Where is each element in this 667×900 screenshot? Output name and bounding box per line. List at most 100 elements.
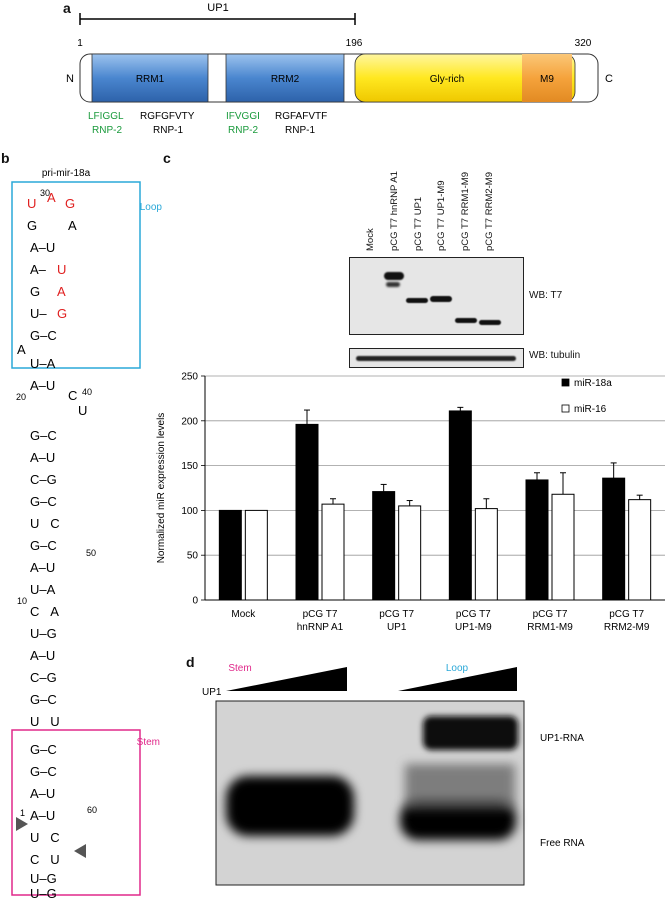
lane-label-2: pCG T7 hnRNP A1 <box>389 171 400 251</box>
svg-text:A–U: A–U <box>30 786 55 801</box>
svg-text:G: G <box>30 284 40 299</box>
bar-miR-18a-1 <box>218 509 242 601</box>
stem-titration-wedge <box>226 667 347 691</box>
expression-bar-chart: 0 50 100 150 200 250 Normalized miR expression… <box>156 372 665 633</box>
ytick-label-200: 200 <box>181 416 198 427</box>
category-label-6-2: RRM2-M9 <box>604 622 650 633</box>
category-label-5-2: RRM1-M9 <box>527 622 573 633</box>
bar-miR-16-5 <box>551 493 575 601</box>
svg-text:G–C: G–C <box>30 742 57 757</box>
svg-text:A: A <box>57 284 66 299</box>
band-hnrnpa1 <box>384 272 404 280</box>
up1-span-label: UP1 <box>207 2 228 14</box>
lane-label-3: pCG T7 UP1 <box>413 196 424 251</box>
emsa-gel: Stem Loop UP1 UP1-RNA Free RNA <box>202 663 585 886</box>
panel-a-letter: a <box>63 0 71 16</box>
wb-t7-blot <box>349 257 524 335</box>
band-rrm2-m9 <box>479 320 501 325</box>
ytick-label-0: 0 <box>192 596 198 607</box>
free-rna-label: Free RNA <box>540 838 585 849</box>
svg-text:G–C: G–C <box>30 692 57 707</box>
svg-text:U U: U U <box>30 714 60 729</box>
pos-30: 30 <box>40 188 50 198</box>
bar-miR-18a-6 <box>602 477 626 601</box>
pos-60: 60 <box>87 805 97 815</box>
legend-swatch-miR-16 <box>561 404 570 413</box>
bar-miR-18a-2 <box>295 423 319 601</box>
emsa-loop-label: Loop <box>446 663 469 674</box>
rrm1-domain <box>91 53 209 103</box>
ytick-label-50: 50 <box>187 551 199 562</box>
cleavage-arrow-3p <box>74 844 86 858</box>
loop-titration-wedge <box>398 667 517 691</box>
rrm2-domain <box>225 53 345 103</box>
category-label-3-1: pCG T7 <box>379 609 414 620</box>
gly-rich-label: Gly-rich <box>430 74 464 85</box>
lane-label-4: pCG T7 UP1-M9 <box>436 180 447 251</box>
m9-label: M9 <box>540 74 554 85</box>
panel-d-letter: d <box>186 654 195 670</box>
svg-text:A: A <box>68 218 77 233</box>
cleavage-arrow-5p <box>16 817 28 831</box>
loop-box <box>11 181 141 369</box>
ytick-label-250: 250 <box>181 372 198 383</box>
m9-domain <box>522 54 572 102</box>
svg-text:A: A <box>47 190 56 205</box>
rrm2-label: RRM2 <box>271 74 300 85</box>
svg-text:U–G: U–G <box>30 871 57 886</box>
svg-text:G–C: G–C <box>30 328 57 343</box>
bound-rna-label: UP1-RNA <box>540 733 584 744</box>
position-196: 196 <box>346 38 363 49</box>
n-terminus: N <box>66 73 74 85</box>
svg-text:U–: U– <box>30 306 47 321</box>
legend-label-miR-18a: miR-18a <box>574 378 612 389</box>
category-label-5-1: pCG T7 <box>533 609 568 620</box>
svg-text:A–: A– <box>30 262 47 277</box>
position-1: 1 <box>77 38 83 49</box>
band-rrm1-m9 <box>455 318 477 323</box>
category-label-1-1: Mock <box>231 609 256 620</box>
motif-name-4: RNP-1 <box>285 125 315 136</box>
svg-text:U–A: U–A <box>30 356 56 371</box>
panel-c-letter: c <box>163 150 171 166</box>
svg-text:C U: C U <box>30 852 60 867</box>
gly-rich-domain <box>354 53 576 103</box>
up1-titration-label: UP1 <box>202 687 222 698</box>
svg-text:G: G <box>65 196 75 211</box>
bar-miR-16-6 <box>628 499 652 601</box>
rrm1-label: RRM1 <box>136 74 165 85</box>
svg-text:A: A <box>17 342 26 357</box>
svg-text:U–G: U–G <box>30 886 57 900</box>
motif-seq-1: LFIGGL <box>88 111 124 122</box>
c-terminus: C <box>605 73 613 85</box>
bar-miR-16-1 <box>244 509 268 601</box>
bar-miR-16-4 <box>474 508 498 601</box>
pos-10: 10 <box>17 596 27 606</box>
bar-miR-16-2 <box>321 503 345 601</box>
svg-text:G–C: G–C <box>30 494 57 509</box>
pos-20: 20 <box>16 392 26 402</box>
wb-tubulin-blot <box>349 348 524 368</box>
lane-label-6: pCG T7 RRM2-M9 <box>484 171 495 251</box>
legend-label-miR-16: miR-16 <box>574 404 607 415</box>
pos-40: 40 <box>82 387 92 397</box>
category-label-6-1: pCG T7 <box>609 609 644 620</box>
motif-seq-3: IFVGGI <box>226 111 260 122</box>
svg-text:U C: U C <box>30 516 60 531</box>
category-label-4-2: UP1-M9 <box>455 622 492 633</box>
pos-1: 1 <box>20 808 25 818</box>
motif-seq-2: RGFGFVTY <box>140 111 195 122</box>
svg-text:A–U: A–U <box>30 378 55 393</box>
bar-miR-16-3 <box>398 505 422 601</box>
category-label-4-1: pCG T7 <box>456 609 491 620</box>
bar-miR-18a-5 <box>525 479 549 601</box>
loop-label: Loop <box>140 202 163 213</box>
band-up1 <box>406 298 428 303</box>
category-label-3-2: UP1 <box>387 622 407 633</box>
stem-box <box>11 729 141 896</box>
domain-diagram: UP1 1 196 320 N C RRM1 RRM2 Gly-rich M9 … <box>66 2 613 136</box>
pos-50: 50 <box>86 548 96 558</box>
position-320: 320 <box>575 38 592 49</box>
ytick-label-150: 150 <box>181 461 198 472</box>
stem-label: Stem <box>137 737 160 748</box>
